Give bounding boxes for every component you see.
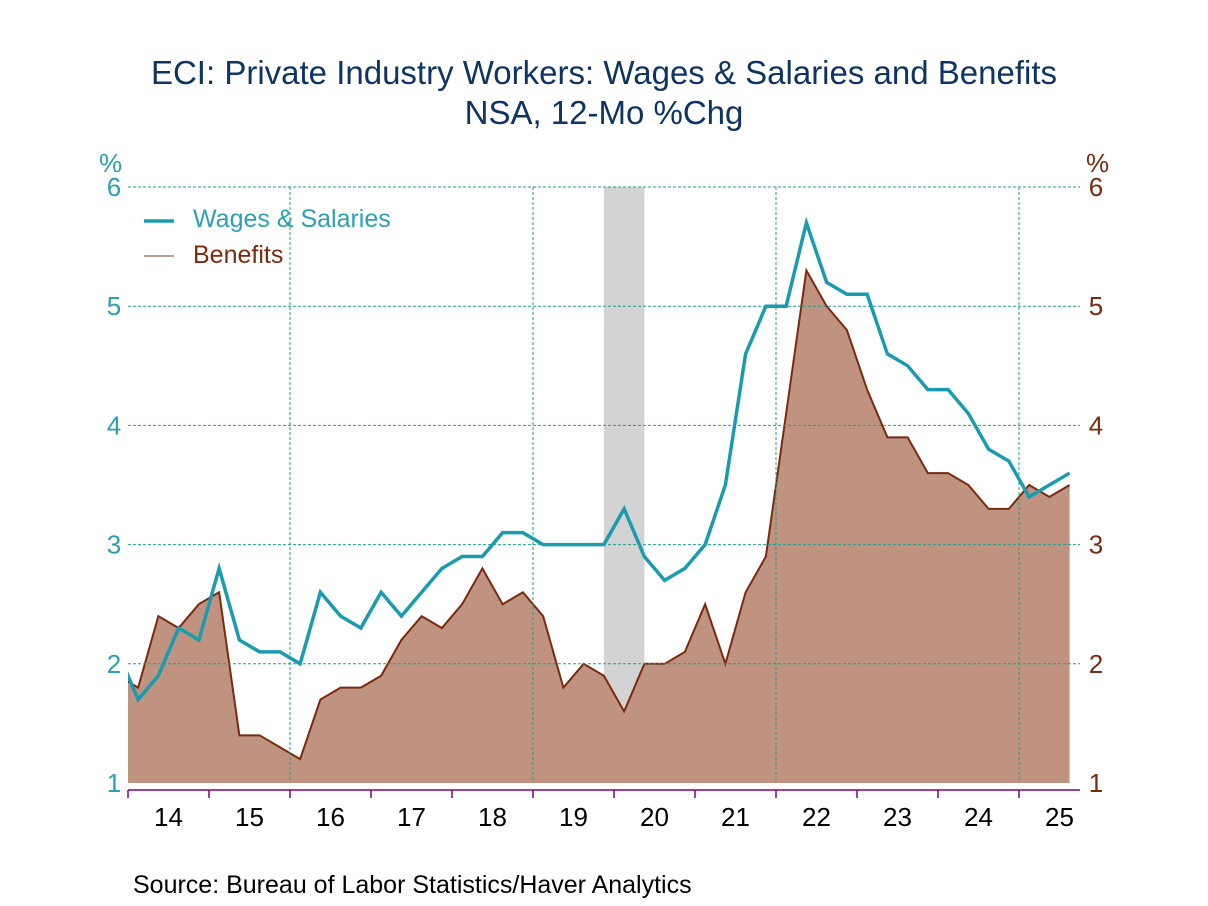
y-left-unit-label: % <box>99 148 122 178</box>
chart-title: ECI: Private Industry Workers: Wages & S… <box>150 54 1058 91</box>
y-right-tick-label: 1 <box>1089 768 1103 798</box>
y-left-tick-label: 6 <box>107 172 121 202</box>
wages-line-layer <box>128 216 1070 703</box>
y-left-tick-label: 2 <box>107 649 121 679</box>
x-tick-label: 22 <box>802 802 831 832</box>
x-tick-label: 16 <box>316 802 345 832</box>
benefits-area <box>128 270 1070 783</box>
y-right-tick-label: 3 <box>1089 530 1103 560</box>
x-tick-label: 20 <box>640 802 669 832</box>
x-tick-label: 19 <box>559 802 588 832</box>
x-tick-label: 17 <box>397 802 426 832</box>
x-tick-label: 18 <box>478 802 507 832</box>
y-left-tick-label: 4 <box>107 410 121 440</box>
x-tick-label: 15 <box>235 802 264 832</box>
y-right-tick-label: 4 <box>1089 410 1103 440</box>
y-left-tick-label: 5 <box>107 291 121 321</box>
x-tick-label: 23 <box>883 802 912 832</box>
x-tick-label: 25 <box>1045 802 1074 832</box>
y-right-tick-label: 6 <box>1089 172 1103 202</box>
legend-wages-label: Wages & Salaries <box>193 205 391 233</box>
wages-line <box>128 216 1070 703</box>
legend: Wages & Salaries Benefits <box>144 205 391 269</box>
x-tick-label: 21 <box>721 802 750 832</box>
legend-benefits-label: Benefits <box>193 241 283 269</box>
chart-subtitle: NSA, 12-Mo %Chg <box>464 94 744 131</box>
y-right-tick-label: 5 <box>1089 291 1103 321</box>
source-note: Source: Bureau of Labor Statistics/Haver… <box>133 871 692 899</box>
x-tick-label: 14 <box>154 802 183 832</box>
y-left-tick-label: 3 <box>107 530 121 560</box>
benefits-line <box>128 267 1070 761</box>
y-right-tick-label: 2 <box>1089 649 1103 679</box>
benefits-area-layer <box>128 267 1070 783</box>
y-right-unit-label: % <box>1086 148 1109 178</box>
x-tick-label: 24 <box>964 802 993 832</box>
y-left-tick-label: 1 <box>107 768 121 798</box>
